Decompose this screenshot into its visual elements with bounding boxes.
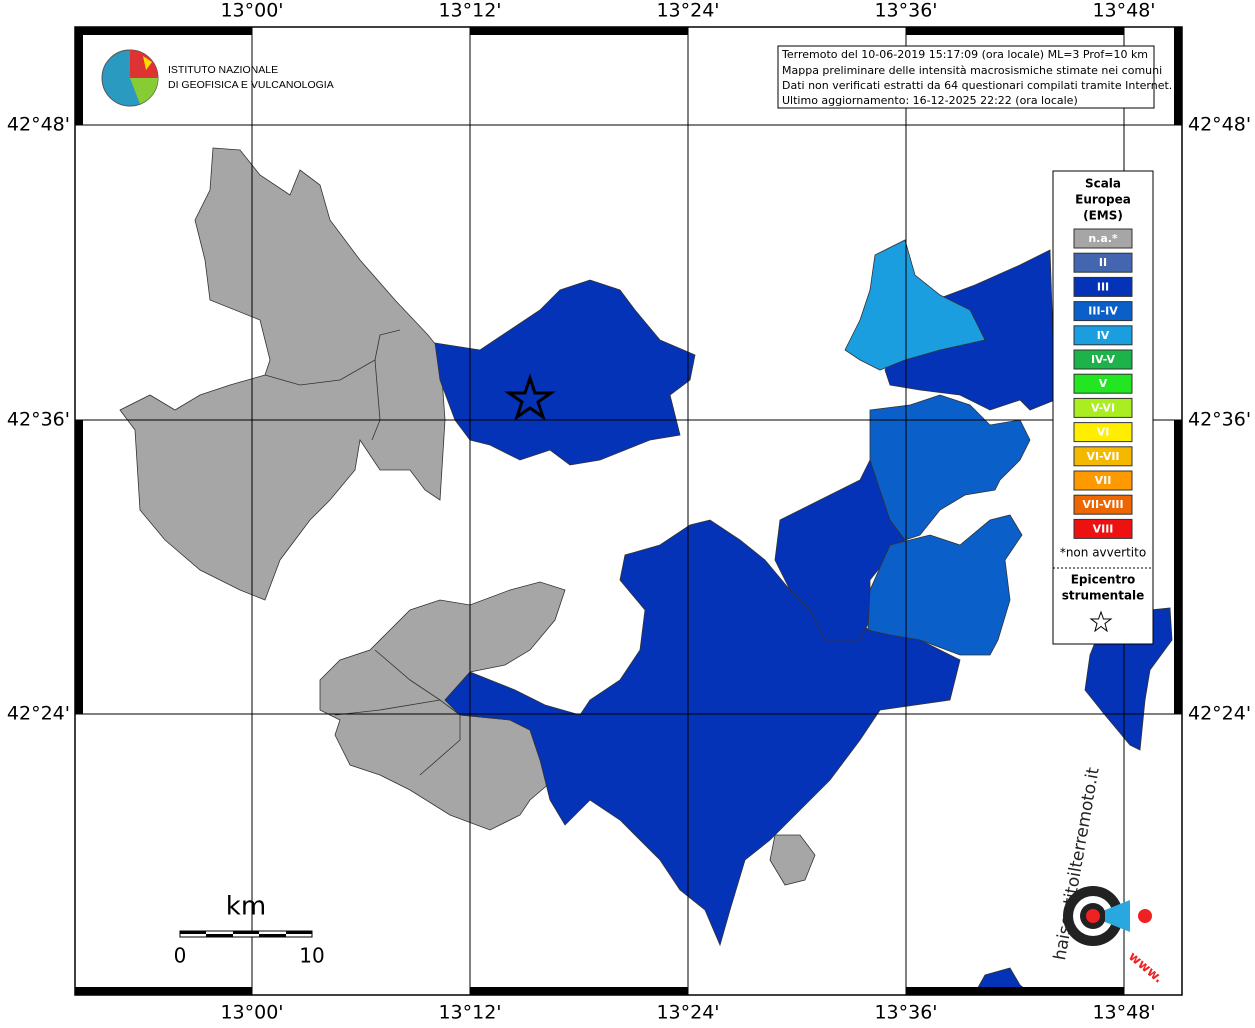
info-line: Ultimo aggiornamento: 16-12-2025 22:22 (… xyxy=(782,94,1078,107)
legend-swatch xyxy=(1073,446,1133,467)
epicenter-star xyxy=(504,373,556,421)
legend-label: V xyxy=(1099,377,1108,390)
legend-swatch xyxy=(1073,276,1133,297)
frame xyxy=(74,26,1183,996)
latitude-label: 42°24' xyxy=(7,703,70,725)
legend-label: VI-VII xyxy=(1086,450,1119,463)
legend-label: V-VI xyxy=(1091,401,1115,414)
logo-text: DI GEOFISICA E VULCANOLOGIA xyxy=(168,79,334,91)
ingv-logo: ISTITUTO NAZIONALE DI GEOFISICA E VULCAN… xyxy=(101,49,334,107)
longitude-label: 13°24' xyxy=(656,1002,719,1024)
legend-star xyxy=(1089,610,1113,633)
legend-epicenter: strumentale xyxy=(1062,589,1145,603)
legend-note: *non avvertito xyxy=(1060,546,1146,560)
longitude-label: 13°48' xyxy=(1092,0,1155,22)
legend-title: Europea xyxy=(1075,193,1131,207)
longitude-label: 13°48' xyxy=(1092,1002,1155,1024)
legend-title: Scala xyxy=(1085,177,1121,191)
latitude-label: 42°36' xyxy=(7,409,70,431)
logo-text: ISTITUTO NAZIONALE xyxy=(168,64,278,76)
longitude-label: 13°36' xyxy=(874,1002,937,1024)
legend-swatch xyxy=(1073,494,1133,515)
info-line: Mappa preliminare delle intensità macros… xyxy=(782,64,1162,77)
legend-swatch xyxy=(1073,228,1133,249)
legend-swatch xyxy=(1073,325,1133,346)
legend-swatch xyxy=(1073,373,1133,394)
legend-label: VIII xyxy=(1093,522,1114,535)
border xyxy=(334,699,441,716)
scale-unit: km xyxy=(226,892,266,922)
legend-label: VI xyxy=(1097,426,1110,439)
legend-title: (EMS) xyxy=(1083,209,1123,223)
tick-labels: 13°00' 13°00' 13°12' 13°12' 13°24' 13°24' 13°3… xyxy=(7,0,1251,1024)
municipality xyxy=(769,834,816,886)
latitude-label: 42°24' xyxy=(1188,703,1251,725)
municipality xyxy=(774,459,906,641)
longitude-label: 13°24' xyxy=(656,0,719,22)
legend-label: n.a.* xyxy=(1088,232,1118,245)
longitude-label: 13°00' xyxy=(220,0,283,22)
legend-label: IV-V xyxy=(1091,353,1116,366)
border xyxy=(374,649,461,776)
municipality xyxy=(869,394,1031,541)
legend-label: IV xyxy=(1097,329,1110,342)
info-line: Terremoto del 10-06-2019 15:17:09 (ora l… xyxy=(781,48,1148,61)
legend-swatch xyxy=(1073,252,1133,273)
legend-label: III xyxy=(1097,280,1109,293)
legend-label: VII-VIII xyxy=(1082,498,1123,511)
info-box: Terremoto del 10-06-2019 15:17:09 (ora l… xyxy=(777,45,1172,109)
longitude-label: 13°12' xyxy=(438,1002,501,1024)
longitude-label: 13°36' xyxy=(874,0,937,22)
legend-epicenter: Epicentro xyxy=(1071,573,1136,587)
legend-swatch xyxy=(1073,349,1133,370)
legend-label: VII xyxy=(1095,474,1112,487)
latitude-label: 42°36' xyxy=(1188,409,1251,431)
legend: Scala Europea (EMS) *non avvertito Epice… xyxy=(1052,170,1154,645)
municipality xyxy=(844,239,986,371)
scale-label: 0 xyxy=(174,944,187,968)
longitude-label: 13°12' xyxy=(438,0,501,22)
legend-swatch xyxy=(1073,397,1133,418)
legend-swatch xyxy=(1073,518,1133,539)
latitude-label: 42°48' xyxy=(7,114,70,136)
legend-label: II xyxy=(1099,256,1107,269)
legend-swatch xyxy=(1073,422,1133,443)
scale-bar: km 0 10 xyxy=(174,892,325,968)
legend-label: III-IV xyxy=(1088,305,1118,318)
municipality xyxy=(434,279,696,466)
info-line: Dati non verificati estratti da 64 quest… xyxy=(782,79,1172,92)
latitude-label: 42°48' xyxy=(1188,114,1251,136)
legend-swatch xyxy=(1073,301,1133,322)
legend-swatch xyxy=(1073,470,1133,491)
scale-label: 10 xyxy=(299,944,324,968)
municipality xyxy=(119,147,446,601)
longitude-label: 13°00' xyxy=(220,1002,283,1024)
border xyxy=(264,329,401,386)
